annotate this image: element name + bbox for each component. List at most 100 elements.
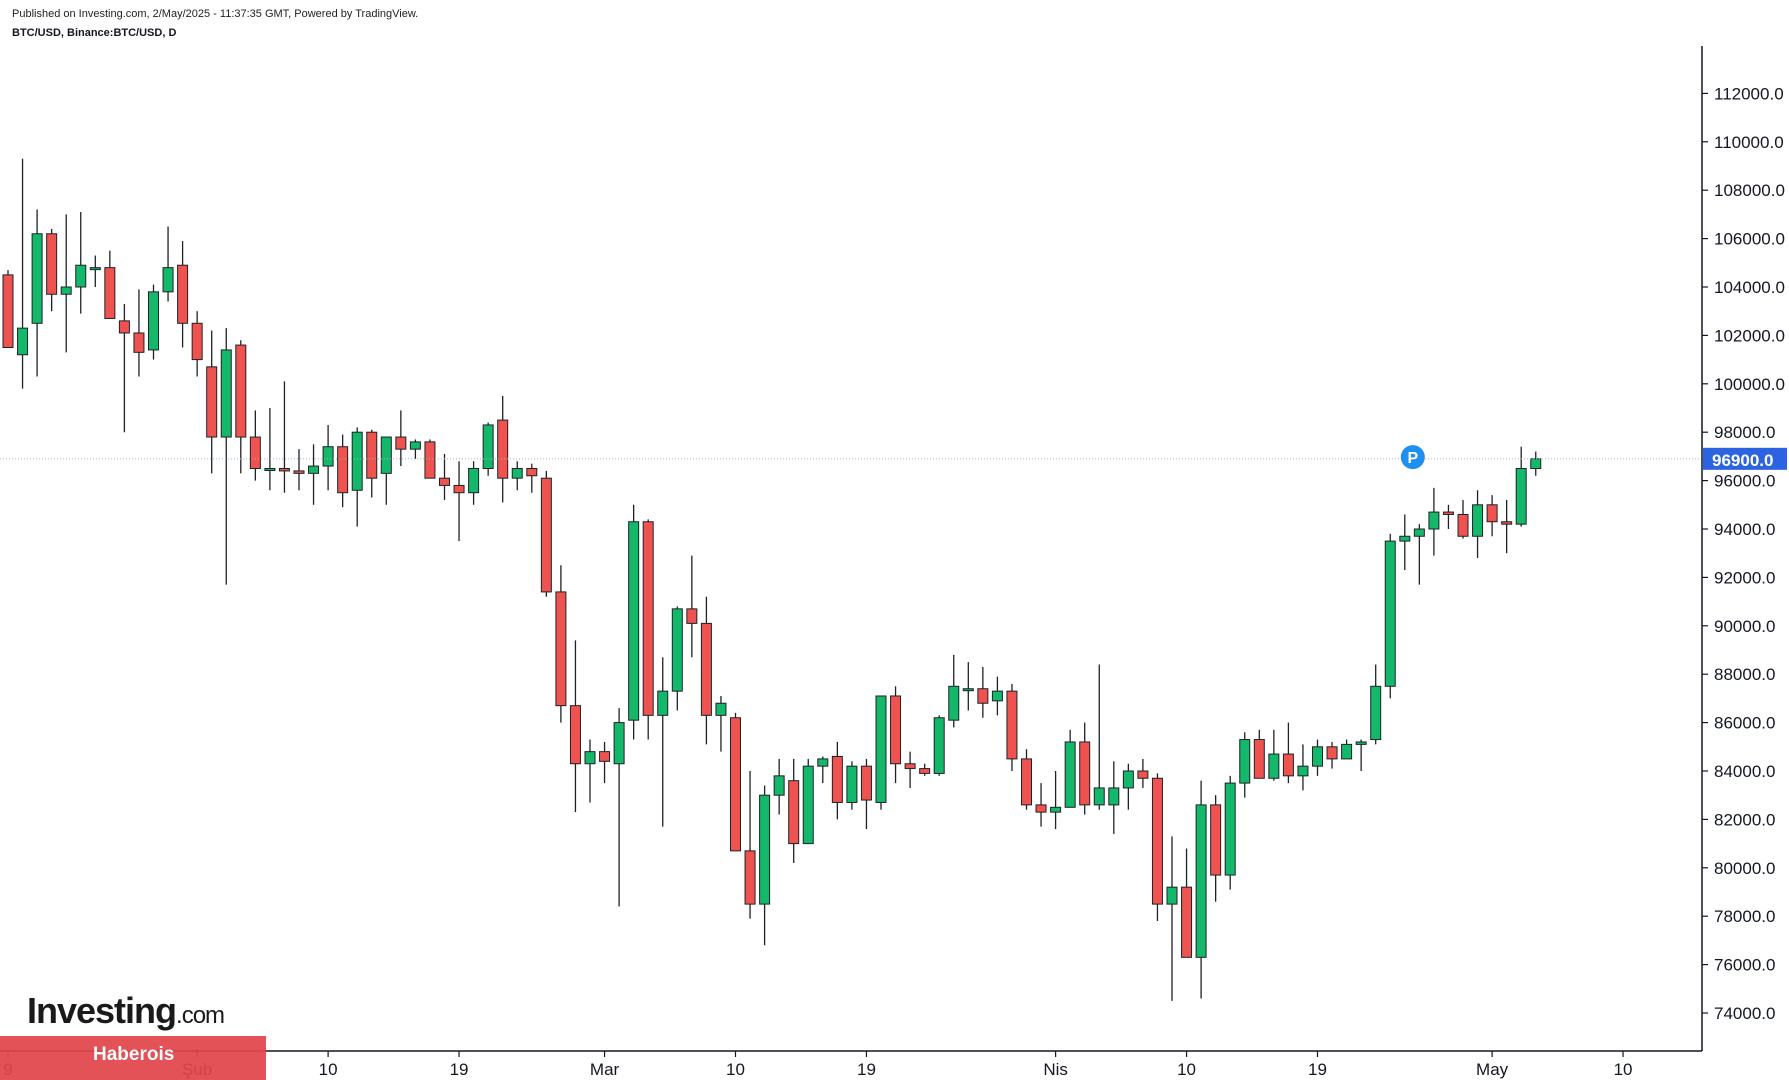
- candle-body: [933, 717, 945, 774]
- logo-domain: .com: [176, 1002, 225, 1029]
- y-tick-label: 84000.0: [1714, 762, 1775, 781]
- candle-body: [613, 722, 625, 765]
- last-price-tag: [1703, 447, 1787, 470]
- candle: [904, 751, 916, 788]
- candle: [933, 715, 945, 776]
- candle-body: [1399, 535, 1411, 542]
- candle: [1442, 504, 1454, 529]
- candle: [1137, 758, 1149, 788]
- candle-body: [206, 366, 218, 438]
- y-tick-label: 88000.0: [1714, 665, 1775, 684]
- candle-body: [788, 780, 800, 845]
- marker-p-icon[interactable]: P: [1400, 445, 1425, 470]
- marker-label: P: [1407, 450, 1418, 467]
- candle: [1428, 487, 1440, 556]
- candle-body: [75, 264, 87, 288]
- candle-body: [1355, 741, 1367, 745]
- candle-body: [31, 233, 43, 324]
- candle-body: [1501, 521, 1513, 525]
- candle: [1151, 773, 1163, 922]
- candle-body: [1312, 746, 1323, 767]
- candle-body: [453, 484, 465, 494]
- candle: [511, 461, 523, 491]
- candle-body: [1384, 540, 1396, 687]
- symbol-title: BTC/USD, Binance:BTC/USD, D: [12, 27, 177, 39]
- y-tick-label: 94000.0: [1714, 520, 1775, 539]
- candle-body: [1341, 743, 1353, 760]
- marker-circle[interactable]: [1400, 445, 1425, 470]
- x-tick-label: 10: [319, 1060, 338, 1079]
- candle-body: [1239, 739, 1251, 784]
- candle: [1093, 664, 1105, 810]
- y-tick-label: 76000.0: [1714, 956, 1775, 975]
- candle-body: [1210, 804, 1222, 876]
- candle: [191, 311, 203, 377]
- candle-body: [671, 608, 683, 692]
- candle-body: [657, 690, 669, 716]
- candle-body: [366, 431, 378, 479]
- candle-body: [1035, 804, 1047, 813]
- candle: [759, 785, 771, 946]
- candles: [2, 158, 1542, 1001]
- candle: [788, 758, 800, 863]
- candle-body: [759, 794, 771, 905]
- candle-body: [1195, 804, 1207, 958]
- candle-body: [351, 431, 363, 491]
- candle: [875, 695, 887, 810]
- y-axis[interactable]: 74000.0 76000.0 78000.0 80000.0 82000.0 84000…: [1701, 46, 1787, 1051]
- candle-body: [468, 468, 480, 494]
- candle: [642, 519, 654, 740]
- candle: [991, 676, 1003, 716]
- y-tick-label: 108000.0: [1714, 181, 1785, 200]
- y-tick-label: 100000.0: [1714, 375, 1785, 394]
- candle: [919, 763, 931, 776]
- y-tick-label: 80000.0: [1714, 859, 1775, 878]
- candle: [2, 270, 14, 348]
- candle-body: [191, 322, 203, 361]
- candle: [773, 758, 785, 815]
- candle-body: [642, 521, 654, 716]
- candle-body: [686, 608, 698, 624]
- candle: [1268, 729, 1280, 781]
- candle-body: [337, 446, 349, 494]
- candle-body: [904, 763, 916, 770]
- candle: [366, 429, 378, 498]
- candle: [1181, 848, 1193, 958]
- candle: [1486, 495, 1498, 537]
- candle: [1355, 739, 1367, 771]
- candle-body: [846, 765, 858, 803]
- candle-body: [1079, 741, 1091, 806]
- candle: [1457, 499, 1469, 539]
- y-tick-label: 78000.0: [1714, 907, 1775, 926]
- candle-body: [424, 441, 436, 479]
- candle: [453, 461, 465, 542]
- candle-body: [569, 705, 581, 765]
- candle: [1195, 780, 1207, 999]
- y-tick-label: 112000.0: [1714, 84, 1784, 103]
- y-tick-label: 106000.0: [1714, 230, 1785, 249]
- candle: [613, 708, 625, 907]
- candle: [1021, 749, 1032, 810]
- y-tick-label: 92000.0: [1714, 568, 1775, 587]
- y-tick-label: 82000.0: [1714, 810, 1775, 829]
- candle: [206, 330, 218, 474]
- candle: [1050, 771, 1062, 830]
- candle-body: [46, 233, 58, 295]
- x-tick-label: 10: [1614, 1060, 1633, 1079]
- candle-body: [948, 685, 960, 721]
- candle: [118, 303, 130, 433]
- candle: [948, 654, 960, 728]
- candle: [1282, 722, 1294, 784]
- candle: [715, 695, 727, 752]
- x-tick-label: Nis: [1043, 1060, 1068, 1079]
- candle-body: [831, 755, 843, 803]
- x-axis[interactable]: 9Şub1019Mar1019Nis1019May10: [0, 1050, 1702, 1079]
- logo-main: Investing: [27, 990, 177, 1031]
- candle: [817, 756, 829, 784]
- candle: [1006, 683, 1018, 771]
- y-tick-label: 96000.0: [1714, 472, 1775, 491]
- candle-body: [1006, 690, 1018, 760]
- candle: [1166, 836, 1178, 1001]
- candle: [1413, 524, 1425, 585]
